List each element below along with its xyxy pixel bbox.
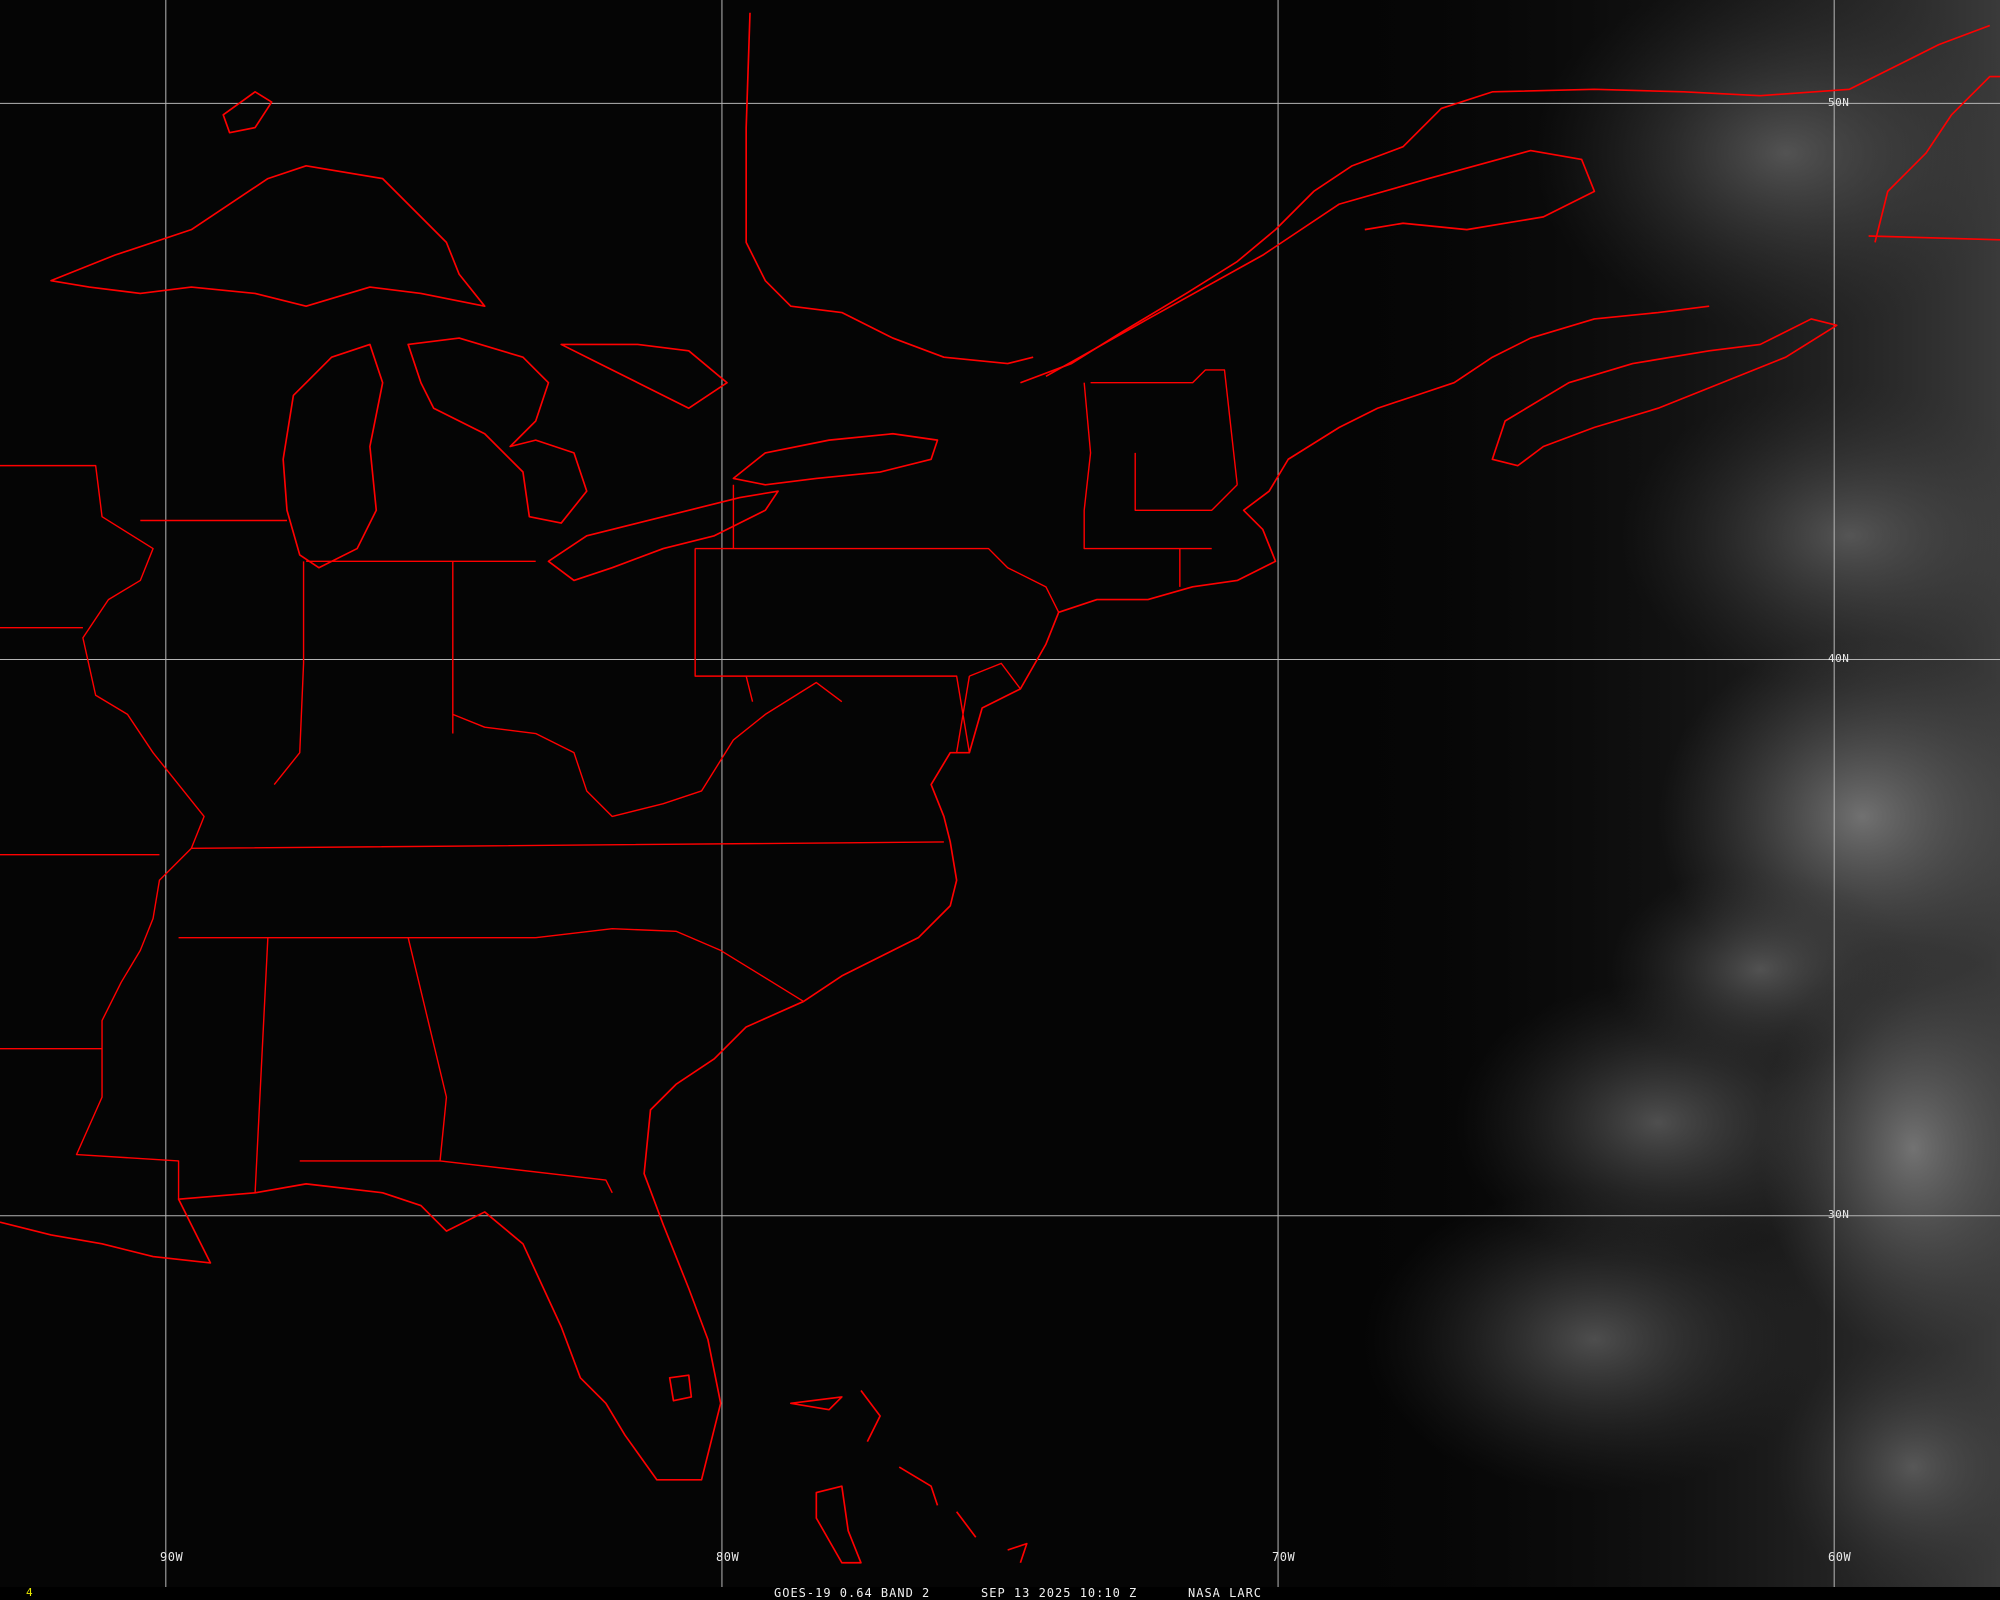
image-source: NASA LARC [1188, 1586, 1263, 1600]
satellite-band-label: GOES-19 0.64 BAND 2 [774, 1586, 931, 1600]
image-datetime: SEP 13 2025 10:10 Z [981, 1586, 1138, 1600]
political-boundaries [0, 12, 2000, 1564]
lake-okeechobee [668, 1374, 693, 1402]
hudson-bay-shore [745, 12, 1034, 365]
newfoundland [1868, 75, 2000, 243]
canada-coastline [1020, 24, 1991, 384]
bahamas [789, 1390, 1028, 1564]
lon-label-90w: 90W [160, 1550, 184, 1564]
lake-michigan [282, 343, 384, 569]
lat-label-30n: 30N [1828, 1208, 1850, 1221]
lake-ontario [732, 432, 939, 486]
us-state-lines [0, 369, 1238, 1200]
nova-scotia [1491, 318, 1838, 467]
frame-number: 4 [26, 1586, 33, 1599]
lake-huron [407, 337, 728, 524]
cloud-fields [1364, 0, 2000, 1587]
lake-erie [547, 490, 779, 582]
isle-royale [222, 91, 273, 134]
image-caption-bar: GOES-19 0.64 BAND 2 SEP 13 2025 10:10 Z … [0, 1586, 2000, 1600]
lat-label-50n: 50N [1828, 96, 1850, 109]
lon-label-80w: 80W [716, 1550, 740, 1564]
st-lawrence-north-shore [1045, 149, 1596, 378]
lon-label-60w: 60W [1828, 1550, 1852, 1564]
lat-label-40n: 40N [1828, 652, 1850, 665]
lon-label-70w: 70W [1272, 1550, 1296, 1564]
lake-superior [50, 165, 486, 308]
us-east-coastline [0, 305, 1710, 1481]
